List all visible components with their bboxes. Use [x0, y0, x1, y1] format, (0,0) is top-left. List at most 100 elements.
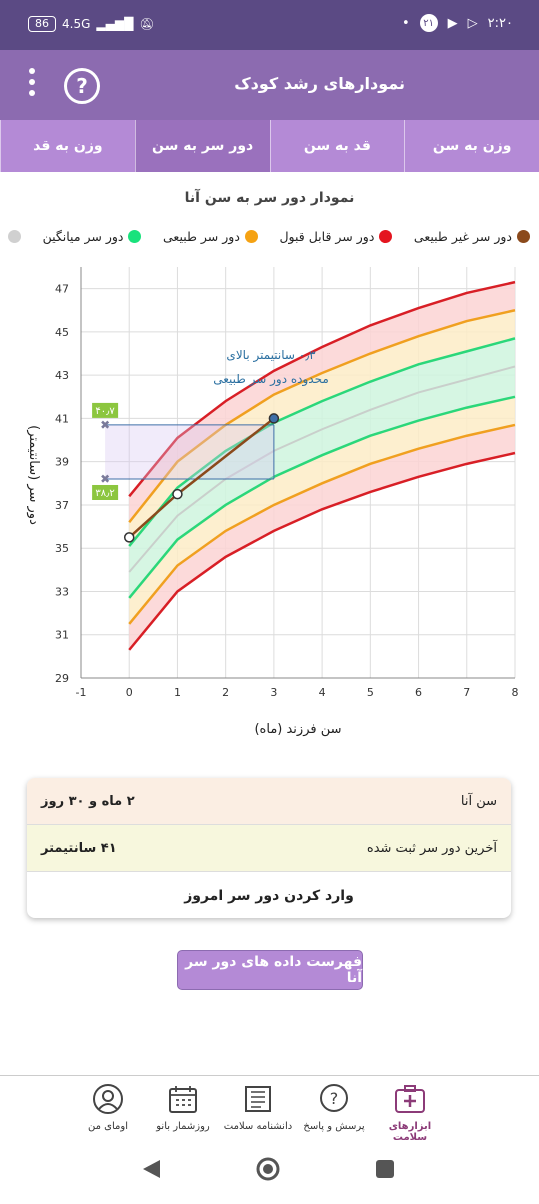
x-tick-label: 2 — [222, 686, 229, 699]
nav-label: اومای من — [88, 1121, 128, 1132]
y-tick-label: 43 — [55, 369, 69, 382]
last-measurement-row: آخرین دور سر ثبت شده ۴۱ سانتیمتر — [27, 824, 511, 871]
nav-item-profile[interactable]: اومای من — [70, 1082, 146, 1132]
range-label-box — [92, 484, 119, 500]
y-tick-label: 39 — [55, 456, 69, 469]
reference-band — [129, 424, 515, 650]
x-tick-label: 0 — [126, 686, 133, 699]
nav-label: روزشمار بانو — [156, 1121, 210, 1132]
more-vert-icon[interactable] — [28, 68, 36, 101]
legend-dot-icon — [517, 230, 530, 243]
signal-icon: ▂▄▆█ — [96, 17, 134, 31]
legend-item-normal: دور سر طبیعی — [163, 229, 258, 244]
info-card: سن آنا ۲ ماه و ۳۰ روز آخرین دور سر ثبت ش… — [27, 778, 511, 918]
x-tick-label: -1 — [76, 686, 87, 699]
svg-text:?: ? — [330, 1089, 339, 1108]
range-marker-x-icon: ✖ — [100, 418, 110, 432]
legend-dot-icon — [244, 230, 258, 243]
child-data-point — [172, 488, 183, 500]
play-icon: ▶ — [447, 15, 458, 31]
y-tick-label: 33 — [55, 585, 69, 598]
reference-curve-median — [128, 365, 516, 573]
nav-item-health-tools[interactable]: ابزارهای سلامت — [372, 1082, 448, 1143]
back-icon[interactable] — [143, 1160, 160, 1178]
tab-weight-for-age[interactable]: وزن به سن — [404, 120, 539, 172]
notification-badge: ۲۱ — [419, 14, 438, 32]
play-outline-icon: ▷ — [467, 15, 478, 31]
recents-icon[interactable] — [376, 1160, 394, 1178]
legend-dot-icon — [128, 230, 142, 243]
nav-item-calendar[interactable]: روزشمار بانو — [145, 1082, 221, 1132]
system-navigation — [0, 1140, 539, 1200]
reference-curve-green-lower — [128, 395, 516, 599]
nav-label: ابزارهای سلامت — [388, 1121, 432, 1143]
encyclopedia-book-icon — [245, 1086, 271, 1112]
battery-indicator: 86 — [28, 16, 56, 32]
head-circumference-chart: -1 0 1 2 3 4 5 6 7 829313335373941434547✖✖۴۰٫۷۳۸٫… — [26, 267, 519, 737]
legend-label: دور سر غیر طبیعی — [413, 229, 512, 244]
legend-label: دور سر قابل قبول — [279, 229, 375, 244]
reference-band — [129, 282, 515, 523]
last-measurement-value: ۴۱ سانتیمتر — [41, 840, 117, 856]
chart-title: نمودار دور سر به سن آنا — [184, 190, 355, 206]
page-title: نمودارهای رشد کودک — [234, 74, 405, 93]
tab-head-circumference-for-age[interactable]: دور سر به سن — [134, 120, 270, 172]
x-tick-label: 4 — [319, 686, 326, 699]
reference-curve-red-lower — [128, 451, 516, 651]
child-data-point — [268, 413, 280, 424]
y-tick-label: 47 — [55, 283, 69, 296]
nav-item-qa[interactable]: ? پرسش و پاسخ — [296, 1082, 372, 1132]
network-type: 4.5G — [62, 17, 91, 31]
legend-item-extra — [8, 229, 22, 244]
status-bar: 86 4.5G ▂▄▆█ 🔕︎ • ۲۱ ▶ ▷ ۲:۲۰ — [0, 0, 539, 50]
y-tick-label: 35 — [55, 542, 69, 555]
legend-label: دور سر طبیعی — [163, 229, 240, 244]
medical-kit-icon — [395, 1085, 425, 1113]
enter-today-button[interactable]: وارد کردن دور سر امروز — [27, 871, 511, 918]
clock: ۲:۲۰ — [487, 15, 513, 31]
chart-tabs: وزن به سن قد به سن دور سر به سن وزن به ق… — [0, 120, 539, 172]
data-list-button[interactable]: فهرست داده های دور سر آنا — [177, 950, 363, 990]
range-label-lower: ۳۸٫۲ — [95, 488, 114, 499]
dot-icon: • — [402, 15, 410, 31]
y-tick-label: 45 — [55, 326, 69, 339]
tab-weight-for-height[interactable]: وزن به قد — [0, 120, 135, 172]
legend-label: دور سر میانگین — [42, 229, 124, 244]
x-tick-label: 3 — [270, 686, 277, 699]
tab-height-for-age[interactable]: قد به سن — [269, 120, 405, 172]
x-tick-label: 7 — [463, 686, 470, 699]
annotation-line1: ۰٫۳ سانتیمتر بالای — [226, 348, 316, 363]
range-label-upper: ۴۰٫۷ — [95, 406, 115, 417]
legend-dot-icon — [8, 230, 22, 243]
reference-band — [129, 310, 515, 547]
home-icon[interactable] — [256, 1157, 280, 1181]
reference-band — [129, 396, 515, 624]
y-tick-label: 37 — [55, 499, 69, 512]
range-highlight — [105, 424, 274, 479]
legend-dot-icon — [379, 230, 393, 243]
app-bar: ? نمودارهای رشد کودک — [0, 50, 539, 120]
question-bubble-icon: ? — [320, 1084, 348, 1112]
annotation-line2: محدوده دور سر طبیعی — [213, 372, 329, 387]
calendar-icon — [169, 1086, 197, 1113]
reference-curve-orange-upper — [128, 309, 516, 524]
x-tick-label: 8 — [512, 686, 519, 699]
x-tick-label: 6 — [415, 686, 422, 699]
nav-item-encyclopedia[interactable]: دانشنامه سلامت — [220, 1082, 296, 1132]
age-label: سن آنا — [460, 793, 497, 809]
status-left: 86 4.5G ▂▄▆█ 🔕︎ — [28, 16, 155, 32]
reference-curve-green-upper — [128, 337, 516, 547]
range-label-box — [92, 402, 119, 418]
status-right: • ۲۱ ▶ ▷ ۲:۲۰ — [402, 14, 513, 32]
x-axis-label: سن فرزند (ماه) — [254, 722, 341, 737]
age-value: ۲ ماه و ۳۰ روز — [41, 793, 135, 809]
last-measurement-label: آخرین دور سر ثبت شده — [366, 840, 497, 856]
nav-label: پرسش و پاسخ — [303, 1121, 365, 1132]
age-row: سن آنا ۲ ماه و ۳۰ روز — [27, 778, 511, 824]
legend-item-average: دور سر میانگین — [43, 229, 142, 244]
reference-curve-orange-lower — [128, 423, 516, 625]
help-circle-icon[interactable]: ? — [64, 68, 100, 104]
reference-band — [129, 338, 515, 573]
x-tick-label: 1 — [174, 686, 181, 699]
mute-icon: 🔕︎ — [139, 17, 155, 31]
